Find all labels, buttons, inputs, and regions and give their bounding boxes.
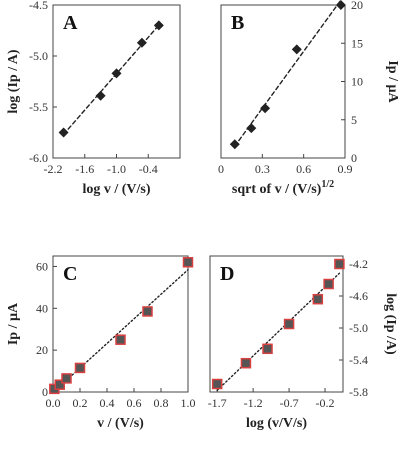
y-tick-label: 10 xyxy=(351,75,363,89)
y-axis-label: log (Ip /A) xyxy=(383,293,398,355)
y-axis-label: Ip / µA xyxy=(385,60,400,103)
x-tick-label: 0.9 xyxy=(338,162,353,176)
data-point xyxy=(182,257,194,268)
y-tick-label: -5.0 xyxy=(349,321,368,335)
panel-d: -1.7 -1.2 -0.7 -0.2 -5.8 -5.4 -5.0 -4.6 -4.2 Dlog… xyxy=(208,255,398,431)
fit-line xyxy=(53,268,189,393)
y-tick-label: 5 xyxy=(351,113,357,127)
x-tick-label: -0.2 xyxy=(316,396,335,410)
plot-frame xyxy=(209,255,344,393)
data-point xyxy=(115,334,126,345)
y-tick-label: -4.6 xyxy=(349,289,368,303)
x-tick-label: 0.6 xyxy=(127,396,142,410)
y-tick-label: -5.4 xyxy=(349,353,368,367)
data-point xyxy=(136,37,147,48)
x-tick-label: -0.4 xyxy=(139,162,158,176)
data-point xyxy=(260,103,271,114)
x-tick-label: 0.4 xyxy=(100,396,115,410)
y-tick-label: -4.5 xyxy=(29,0,48,12)
x-tick-label: -1.2 xyxy=(244,396,263,410)
x-tick-label: 0.0 xyxy=(46,396,61,410)
x-axis-label: log v / (V/s) xyxy=(82,182,150,197)
panel-c: 0.0 0.2 0.4 0.6 0.8 1.0 0 20 40 60 Cv / (V/s) Ip / … xyxy=(6,255,196,431)
data-point xyxy=(240,357,252,369)
y-axis-label: Ip / µA xyxy=(6,302,21,345)
data-point xyxy=(246,123,257,134)
plot-frame xyxy=(52,255,189,393)
panel-letter: A xyxy=(63,12,78,34)
y-tick-label: 15 xyxy=(351,36,363,50)
y-tick-label: 0 xyxy=(42,385,48,399)
x-tick-label: 0.2 xyxy=(73,396,88,410)
x-tick-label: -1.6 xyxy=(75,162,94,176)
x-tick-label: -2.2 xyxy=(44,162,63,176)
y-tick-label: -4.2 xyxy=(349,257,368,271)
data-point xyxy=(211,378,223,390)
fit-line xyxy=(216,272,341,392)
x-axis-label: log (v/V/s) xyxy=(246,416,307,431)
x-tick-label: 0.8 xyxy=(154,396,169,410)
data-point xyxy=(61,373,72,384)
x-axis-label: v / (V/s) xyxy=(97,416,144,431)
x-tick-label: 0.3 xyxy=(255,162,270,176)
y-tick-label: -5.8 xyxy=(349,385,368,399)
data-point xyxy=(58,127,69,138)
y-tick-label: -6.0 xyxy=(29,151,48,165)
data-point xyxy=(334,258,345,270)
data-point xyxy=(111,68,122,79)
data-point xyxy=(312,293,324,305)
x-tick-label: 0 xyxy=(218,162,224,176)
x-tick-label: 0.6 xyxy=(296,162,311,176)
data-point xyxy=(153,20,164,31)
data-point xyxy=(283,318,295,330)
fit-line xyxy=(234,0,342,147)
data-point xyxy=(142,306,153,317)
y-tick-label: 20 xyxy=(36,343,48,357)
data-point xyxy=(229,139,240,150)
y-tick-label: 60 xyxy=(36,259,48,273)
x-tick-label: -0.7 xyxy=(280,396,299,410)
x-tick-label: 1.0 xyxy=(181,396,196,410)
data-point xyxy=(335,0,346,10)
data-point xyxy=(74,362,86,374)
data-point xyxy=(54,379,65,390)
panel-letter: D xyxy=(220,263,234,285)
data-point xyxy=(291,44,302,55)
x-axis-label: sqrt of v / (V/s)1/2 xyxy=(232,179,334,197)
y-tick-label: 0 xyxy=(351,151,357,165)
x-tick-label: -1.7 xyxy=(208,396,227,410)
y-tick-label: 20 xyxy=(351,0,363,12)
panel-letter: C xyxy=(63,263,77,285)
y-tick-label: -5.0 xyxy=(29,49,48,63)
y-axis-label: log (Ip / A) xyxy=(6,49,21,114)
panel-letter: B xyxy=(231,12,244,34)
data-point xyxy=(323,278,334,290)
y-tick-label: -5.5 xyxy=(29,100,48,114)
y-tick-label: 40 xyxy=(36,301,48,315)
x-tick-label: -1.0 xyxy=(107,162,126,176)
data-point xyxy=(262,343,273,355)
data-point xyxy=(95,90,106,101)
